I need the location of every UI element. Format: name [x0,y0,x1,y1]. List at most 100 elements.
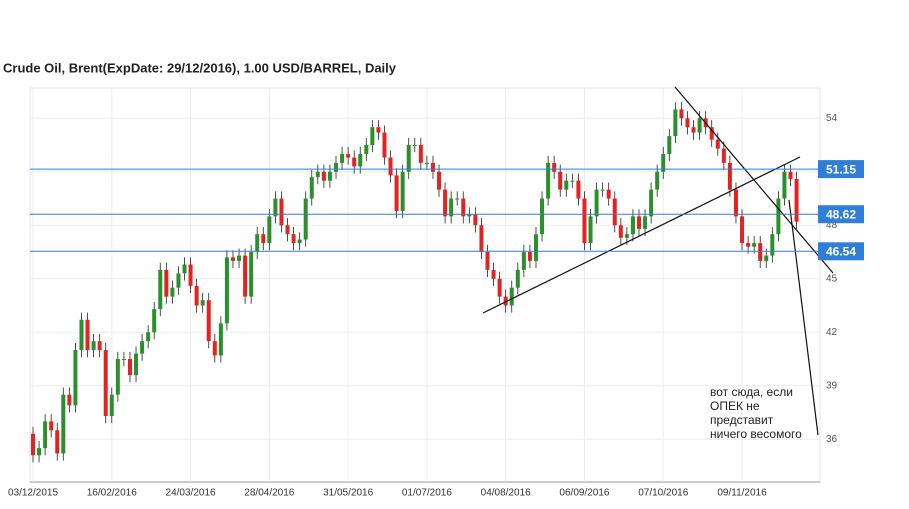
annotation: вот сюда, если ОПЕК не представит ничего… [710,385,802,441]
candle-body [491,269,496,279]
candle-body [134,353,139,376]
candle-body [449,198,454,217]
x-tick-label: 16/02/2016 [87,488,137,499]
candle-body [758,243,763,261]
candle-body [509,287,514,306]
candle-body [152,309,157,333]
candle-body [370,127,375,146]
candle-body [334,162,338,172]
candle-body [115,358,120,395]
candle-body [364,145,369,154]
candle-body [637,216,641,229]
candle-body [594,189,599,217]
candle-body [321,171,326,181]
candle-body [685,118,690,128]
candle-body [327,171,332,181]
candle-body [558,171,563,190]
candle-body [527,252,532,261]
candle-body [176,273,181,288]
candle-body [624,234,629,238]
y-tick-label: 48 [826,220,838,231]
candle-body [691,127,696,133]
candle-body [261,234,266,244]
candle-body [679,109,684,119]
candle-body [237,255,242,261]
candle-body [109,394,114,417]
candle-body [455,198,460,200]
candle-body [37,448,42,456]
forecast-line [788,199,819,436]
candle-body [352,157,357,167]
candle-body [230,257,235,261]
candle-body [158,269,163,310]
level-label: 48.62 [826,207,856,221]
candle-body [346,153,351,158]
candle-body [382,132,387,158]
candle-body [661,153,666,172]
candle-body [79,319,84,351]
candle-body [521,252,526,270]
y-tick-label: 36 [826,434,838,445]
candle-body [437,171,442,190]
candle-body [715,139,720,149]
candle-body [170,287,175,297]
candle-body [303,198,308,240]
candle-body [376,127,381,133]
candle-body [140,341,145,354]
x-tick-label: 28/04/2016 [244,488,294,499]
candle-body [297,239,302,244]
candle-body [291,234,296,244]
candle-body [503,296,508,306]
candle-body [224,257,229,324]
level-badge [818,242,864,261]
candle-body [770,234,775,256]
candle-body [97,341,102,351]
candle-body [146,332,151,342]
candle-body [697,118,702,133]
candle-body [279,198,284,226]
candle-body [540,198,545,235]
candle-body [649,189,654,217]
candle-body [546,162,551,199]
candle-body [91,341,96,351]
candle-body [740,216,745,244]
candle-body [643,216,648,229]
candle-body [49,421,54,431]
candle-body [358,153,363,167]
candle-body [43,421,48,449]
level-label: 46.54 [826,244,856,258]
support-line [482,156,801,314]
x-tick-label: 06/09/2016 [559,488,609,499]
x-tick-label: 07/10/2016 [638,488,688,499]
candle-body [61,394,66,454]
candle-body [576,180,581,199]
x-tick-label: 03/12/2015 [8,488,58,499]
candle-body [752,243,757,247]
x-tick-label: 31/05/2016 [323,488,373,499]
candle-body [552,162,557,172]
candle-body [121,358,126,360]
candle-body [764,255,769,261]
plot-area [29,87,821,483]
candle-body [467,214,472,217]
candle-body [533,234,538,261]
candle-body [309,177,314,199]
candle-body [600,189,605,191]
candle-body [733,189,738,217]
candle-body [782,171,787,199]
candle-body [424,162,429,164]
candle-body [655,171,660,190]
x-tick-label: 24/03/2016 [166,488,216,499]
candle-body [479,225,484,253]
candle-body [249,252,254,297]
y-tick-label: 39 [826,380,838,391]
candle-body [67,394,72,406]
y-tick-label: 54 [826,113,838,124]
candle-body [164,269,169,297]
candle-body [473,214,478,226]
candle-body [727,162,732,190]
candle-body [273,198,278,217]
x-tick-label: 04/08/2016 [481,488,531,499]
